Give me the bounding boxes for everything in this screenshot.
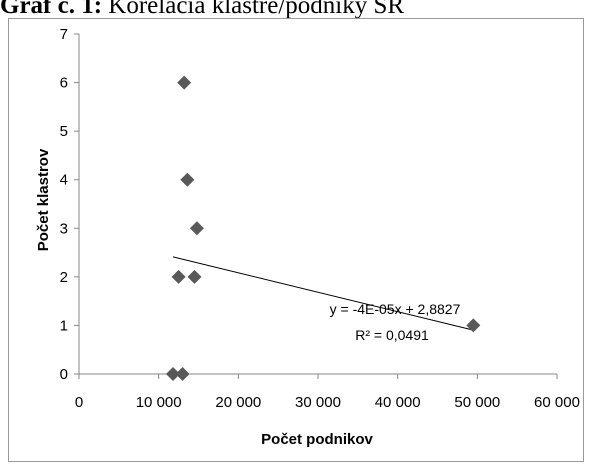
chart-title-number: Graf č. 1: (0, 0, 103, 19)
x-tick-label: 10 000 (136, 394, 182, 411)
y-tick-label: 6 (60, 75, 68, 92)
r-squared-label: R² = 0,0491 (355, 327, 429, 343)
y-tick-label: 4 (60, 172, 68, 189)
x-tick-label: 50 000 (454, 394, 500, 411)
data-point (171, 269, 186, 284)
trendline (172, 256, 474, 331)
chart-title: Graf č. 1: Korelácia klastre/podniky SR (0, 0, 592, 21)
x-tick-label: 60 000 (534, 394, 580, 411)
data-point (180, 172, 195, 187)
y-tick-label: 7 (60, 26, 68, 43)
x-axis-title: Počet podnikov (261, 431, 373, 448)
data-point (187, 269, 202, 284)
x-tick-label: 20 000 (215, 394, 261, 411)
y-tick-label: 0 (60, 366, 68, 383)
y-axis-title: Počet klastrov (35, 148, 52, 251)
x-tick-label: 40 000 (375, 394, 421, 411)
y-tick-label: 1 (60, 317, 68, 334)
x-tick-label: 0 (75, 394, 83, 411)
y-tick-label: 3 (60, 220, 68, 237)
x-tick-label: 30 000 (295, 394, 341, 411)
data-point (175, 367, 190, 381)
data-point (466, 318, 481, 333)
y-tick-label: 2 (60, 269, 68, 286)
chart-title-text: Korelácia klastre/podniky SR (102, 0, 405, 19)
data-point (177, 75, 192, 90)
y-tick-label: 5 (60, 123, 68, 140)
trendline-equation: y = -4E-05x + 2,8827 (330, 301, 461, 317)
data-point (189, 221, 204, 236)
data-point (166, 367, 181, 381)
chart-frame (8, 18, 584, 462)
